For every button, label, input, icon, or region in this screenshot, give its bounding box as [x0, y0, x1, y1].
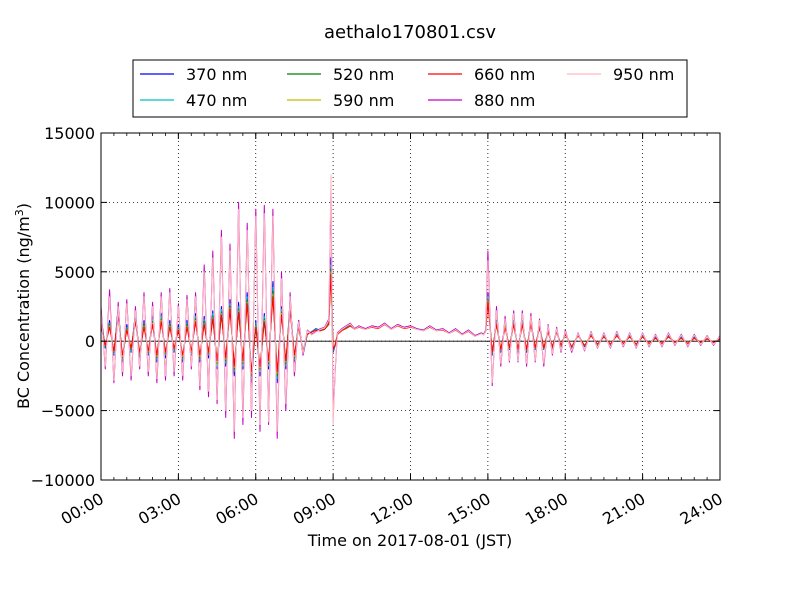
x-axis-label: Time on 2017-08-01 (JST) [307, 531, 512, 550]
legend-label: 950 nm [613, 65, 674, 84]
legend-label: 660 nm [474, 65, 535, 84]
y-tick-labels: −10000 −5000 0 5000 10000 15000 [31, 124, 95, 490]
legend-frame [132, 59, 688, 118]
ticks [100, 132, 721, 481]
y-tick-label: 5000 [54, 263, 95, 282]
legend-label: 470 nm [186, 91, 247, 110]
y-tick-label: −10000 [31, 471, 95, 490]
series-line-880-nm [100, 188, 721, 439]
legend-label: 370 nm [186, 65, 247, 84]
plot-background [101, 133, 720, 480]
legend-label: 880 nm [474, 91, 535, 110]
y-tick-label: 10000 [44, 193, 95, 212]
chart-title: aethalo170801.csv [324, 22, 496, 43]
series-lines [100, 174, 721, 439]
legend: 370 nm 470 nm 520 nm 590 nm 660 nm 880 nm 950 … [132, 59, 688, 118]
y-axis-label-close: ) [14, 203, 33, 209]
legend-label: 520 nm [333, 65, 394, 84]
plot-area [100, 132, 721, 481]
series-line-950-nm [100, 174, 721, 432]
y-axis-label-superscript: 3 [13, 209, 26, 216]
y-tick-label: 0 [85, 332, 95, 351]
legend-label: 590 nm [333, 91, 394, 110]
y-axis-label: BC Concentration (ng/m3) [13, 203, 33, 409]
y-tick-label: 15000 [44, 124, 95, 143]
y-tick-label: −5000 [41, 402, 95, 421]
y-axis-label-main: BC Concentration (ng/m [14, 216, 33, 409]
